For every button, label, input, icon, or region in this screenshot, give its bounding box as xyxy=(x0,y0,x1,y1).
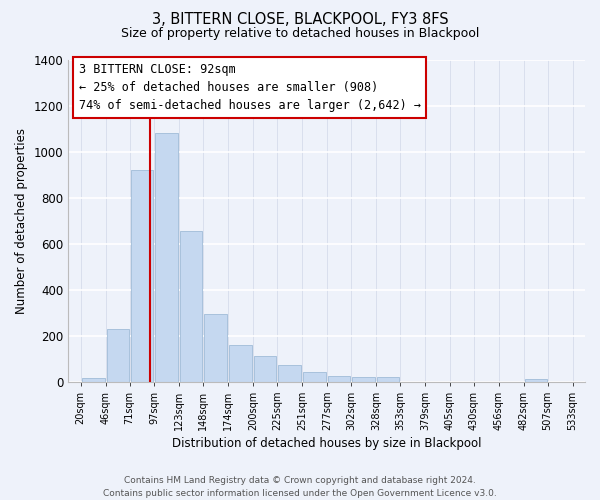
Bar xyxy=(303,372,326,382)
Bar xyxy=(229,345,252,382)
Bar xyxy=(254,356,276,382)
Bar xyxy=(377,377,399,382)
Text: Size of property relative to detached houses in Blackpool: Size of property relative to detached ho… xyxy=(121,28,479,40)
Bar xyxy=(181,231,202,382)
Text: Contains HM Land Registry data © Crown copyright and database right 2024.
Contai: Contains HM Land Registry data © Crown c… xyxy=(103,476,497,498)
Bar xyxy=(278,366,301,382)
Bar xyxy=(131,170,154,382)
Bar xyxy=(155,134,178,382)
Bar xyxy=(82,378,104,382)
Bar xyxy=(205,314,227,382)
Bar xyxy=(352,378,375,382)
X-axis label: Distribution of detached houses by size in Blackpool: Distribution of detached houses by size … xyxy=(172,437,481,450)
Bar xyxy=(328,376,350,382)
Bar xyxy=(107,328,128,382)
Text: 3, BITTERN CLOSE, BLACKPOOL, FY3 8FS: 3, BITTERN CLOSE, BLACKPOOL, FY3 8FS xyxy=(152,12,448,28)
Text: 3 BITTERN CLOSE: 92sqm
← 25% of detached houses are smaller (908)
74% of semi-de: 3 BITTERN CLOSE: 92sqm ← 25% of detached… xyxy=(79,63,421,112)
Y-axis label: Number of detached properties: Number of detached properties xyxy=(15,128,28,314)
Bar xyxy=(524,379,547,382)
